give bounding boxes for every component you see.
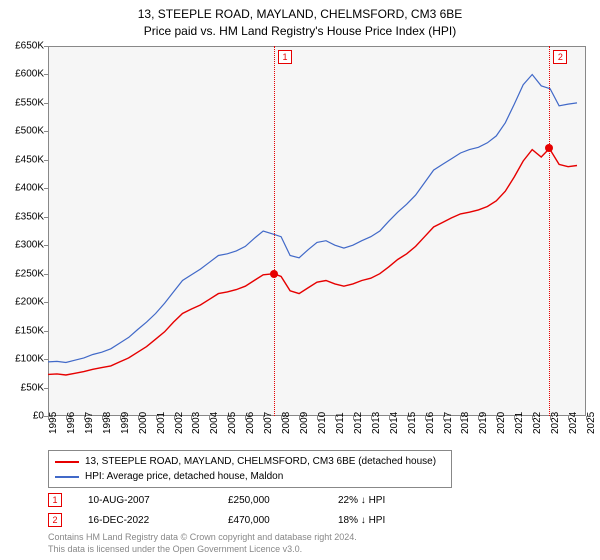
- event-label-box: 2: [553, 50, 567, 64]
- y-tick: [44, 74, 48, 75]
- x-axis-label: 2004: [209, 412, 220, 434]
- x-axis-label: 2014: [389, 412, 400, 434]
- y-tick: [44, 188, 48, 189]
- x-axis-label: 2007: [263, 412, 274, 434]
- x-axis-label: 1996: [66, 412, 77, 434]
- series-line: [48, 149, 577, 376]
- y-axis-label: £550K: [15, 97, 44, 108]
- y-axis-label: £200K: [15, 297, 44, 308]
- event-marker: [545, 144, 553, 152]
- marker-pct: 22% ↓ HPI: [338, 495, 448, 506]
- y-axis-label: £250K: [15, 268, 44, 279]
- footer: Contains HM Land Registry data © Crown c…: [48, 532, 357, 555]
- x-axis-label: 2025: [586, 412, 597, 434]
- legend-item: HPI: Average price, detached house, Mald…: [55, 469, 445, 484]
- marker-price: £470,000: [228, 515, 338, 526]
- y-axis-label: £400K: [15, 183, 44, 194]
- x-axis-label: 1998: [102, 412, 113, 434]
- x-axis-label: 2006: [245, 412, 256, 434]
- y-axis-label: £450K: [15, 154, 44, 165]
- x-axis-label: 2019: [478, 412, 489, 434]
- y-axis-label: £650K: [15, 41, 44, 52]
- y-axis-label: £350K: [15, 211, 44, 222]
- marker-table-row: 2 16-DEC-2022£470,00018% ↓ HPI: [48, 510, 448, 530]
- x-axis-label: 2002: [174, 412, 185, 434]
- y-tick: [44, 103, 48, 104]
- y-tick: [44, 359, 48, 360]
- x-axis-label: 2021: [514, 412, 525, 434]
- y-axis-label: £0: [33, 411, 44, 422]
- event-marker: [270, 270, 278, 278]
- x-axis-label: 2010: [317, 412, 328, 434]
- x-axis-label: 2008: [281, 412, 292, 434]
- chart-area: £0£50K£100K£150K£200K£250K£300K£350K£400…: [48, 46, 586, 416]
- marker-date: 16-DEC-2022: [88, 515, 228, 526]
- x-axis-label: 2017: [443, 412, 454, 434]
- y-tick: [44, 302, 48, 303]
- marker-pct: 18% ↓ HPI: [338, 515, 448, 526]
- chart-svg: [48, 46, 586, 416]
- marker-table-row: 1 10-AUG-2007£250,00022% ↓ HPI: [48, 490, 448, 510]
- x-axis-label: 2022: [532, 412, 543, 434]
- x-axis-label: 2012: [353, 412, 364, 434]
- x-axis-label: 2000: [138, 412, 149, 434]
- x-axis-label: 1995: [48, 412, 59, 434]
- x-axis-label: 2015: [407, 412, 418, 434]
- y-tick: [44, 46, 48, 47]
- title-line-1: 13, STEEPLE ROAD, MAYLAND, CHELMSFORD, C…: [0, 6, 600, 23]
- y-axis-label: £300K: [15, 240, 44, 251]
- y-tick: [44, 274, 48, 275]
- series-line: [48, 75, 577, 363]
- y-axis-label: £150K: [15, 325, 44, 336]
- x-axis-label: 2005: [227, 412, 238, 434]
- legend-label: 13, STEEPLE ROAD, MAYLAND, CHELMSFORD, C…: [85, 454, 436, 469]
- marker-date: 10-AUG-2007: [88, 495, 228, 506]
- marker-table: 1 10-AUG-2007£250,00022% ↓ HPI 2 16-DEC-202…: [48, 490, 448, 530]
- legend: 13, STEEPLE ROAD, MAYLAND, CHELMSFORD, C…: [48, 450, 452, 488]
- y-tick: [44, 388, 48, 389]
- y-tick: [44, 131, 48, 132]
- marker-price: £250,000: [228, 495, 338, 506]
- legend-item: 13, STEEPLE ROAD, MAYLAND, CHELMSFORD, C…: [55, 454, 445, 469]
- x-axis-label: 1997: [84, 412, 95, 434]
- x-axis-label: 2023: [550, 412, 561, 434]
- x-axis-label: 2013: [371, 412, 382, 434]
- x-axis-label: 2018: [460, 412, 471, 434]
- legend-swatch: [55, 476, 79, 478]
- y-tick: [44, 245, 48, 246]
- y-axis-label: £500K: [15, 126, 44, 137]
- x-axis-label: 1999: [120, 412, 131, 434]
- x-axis-label: 2001: [156, 412, 167, 434]
- event-label-box: 1: [278, 50, 292, 64]
- marker-number-box: 2: [48, 513, 62, 527]
- x-axis-label: 2011: [335, 412, 346, 434]
- x-axis-label: 2003: [191, 412, 202, 434]
- event-line: [549, 46, 550, 416]
- y-tick: [44, 217, 48, 218]
- y-axis-label: £50K: [21, 382, 44, 393]
- event-line: [274, 46, 275, 416]
- legend-swatch: [55, 461, 79, 463]
- title-block: 13, STEEPLE ROAD, MAYLAND, CHELMSFORD, C…: [0, 0, 600, 40]
- y-axis-label: £600K: [15, 69, 44, 80]
- footer-line-1: Contains HM Land Registry data © Crown c…: [48, 532, 357, 544]
- x-axis-label: 2024: [568, 412, 579, 434]
- marker-number-box: 1: [48, 493, 62, 507]
- y-tick: [44, 160, 48, 161]
- footer-line-2: This data is licensed under the Open Gov…: [48, 544, 357, 556]
- x-axis-label: 2016: [425, 412, 436, 434]
- y-tick: [44, 331, 48, 332]
- x-axis-label: 2009: [299, 412, 310, 434]
- x-axis-label: 2020: [496, 412, 507, 434]
- legend-label: HPI: Average price, detached house, Mald…: [85, 469, 283, 484]
- y-axis-label: £100K: [15, 354, 44, 365]
- title-line-2: Price paid vs. HM Land Registry's House …: [0, 23, 600, 40]
- chart-container: 13, STEEPLE ROAD, MAYLAND, CHELMSFORD, C…: [0, 0, 600, 560]
